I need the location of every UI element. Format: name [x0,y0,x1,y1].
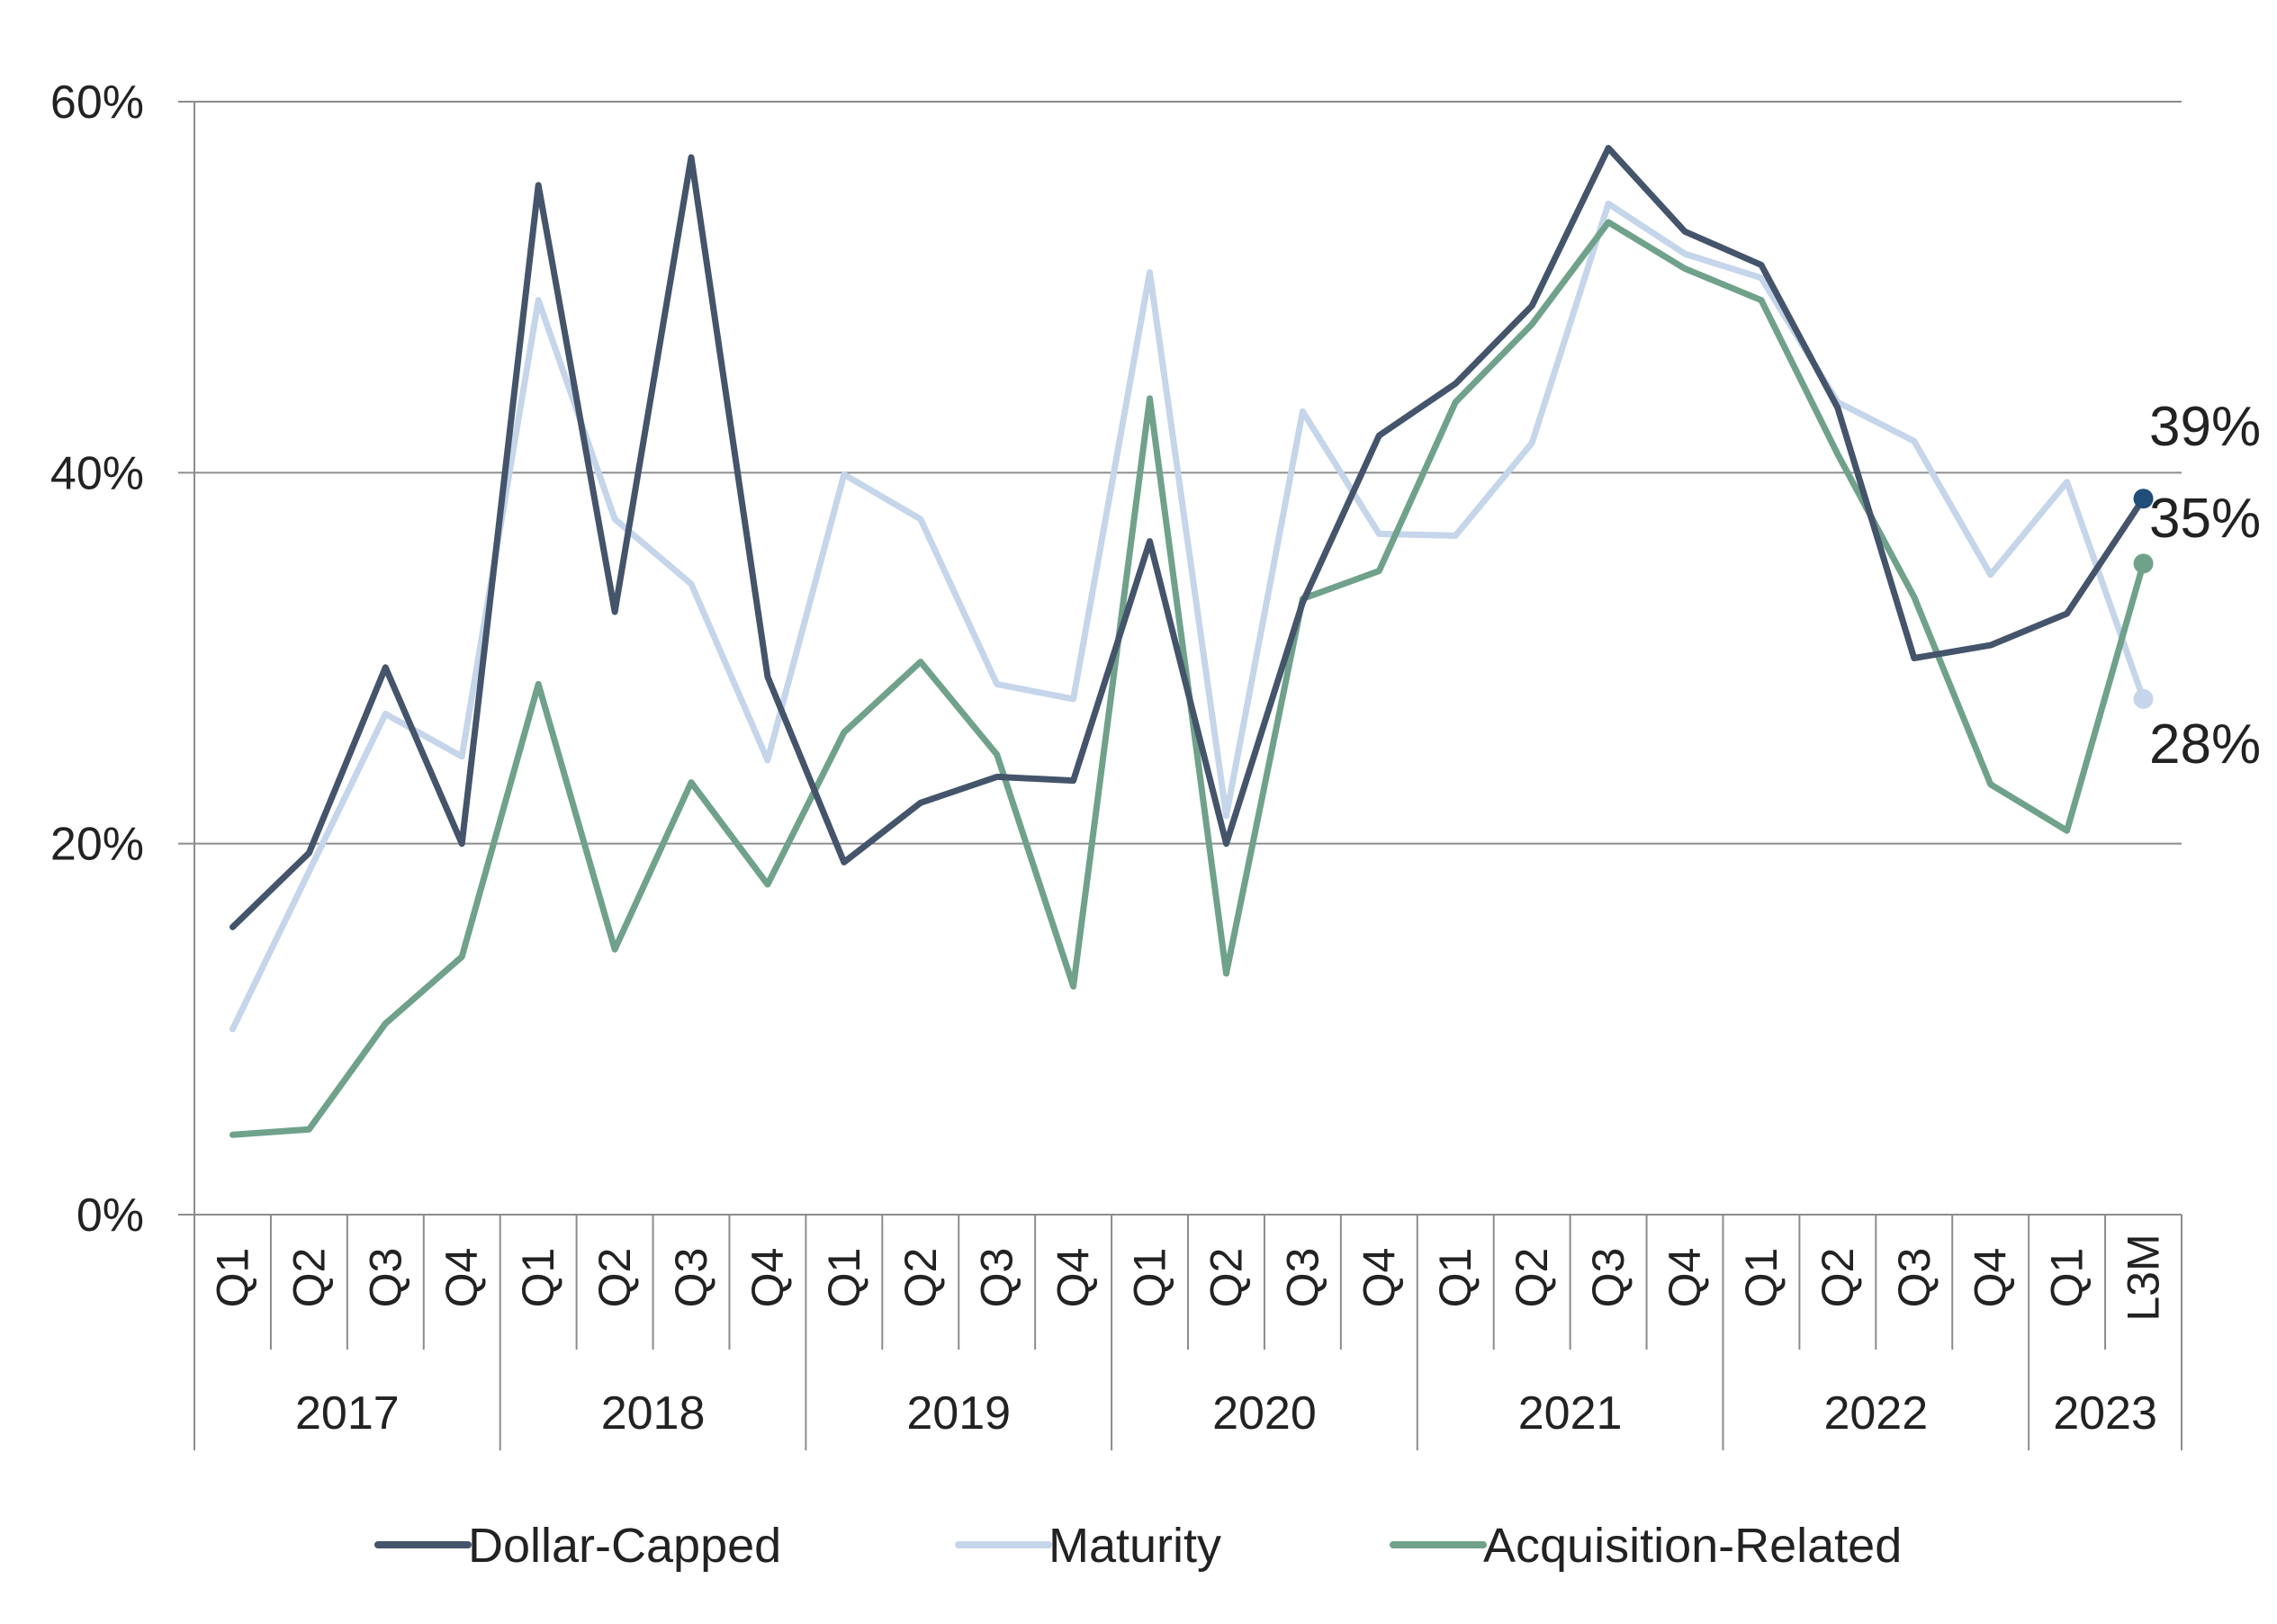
x-tick-label: Q2 [1507,1248,1557,1308]
year-label: 2020 [1212,1387,1317,1440]
year-label: 2023 [2053,1387,2157,1440]
y-tick-label: 0% [76,1189,144,1242]
x-tick-label: Q1 [2042,1248,2092,1308]
end-point-marker [2133,688,2154,709]
series-line-dollar-capped [230,145,2146,930]
x-tick-label: Q3 [972,1248,1022,1308]
legend: Dollar-Capped Maturity Acquisition-Related [374,1519,1902,1573]
series-lines [230,145,2146,1138]
x-tick-label: Q4 [436,1248,487,1308]
x-axis: Q1 Q2 Q3 Q4 Q1 Q2 Q3 Q4 Q1 Q2 Q3 Q4 Q1 Q2 Q3 Q4 Q1 Q2 Q3 Q4… [194,102,2182,1450]
x-tick-label: Q2 [896,1248,946,1308]
end-value-label: 35% [2149,488,2261,550]
y-axis-ticks: 0% 20% 40% 60% [50,76,144,1242]
x-tick-label: Q3 [1889,1248,1940,1308]
x-tick-label: Q3 [1583,1248,1634,1308]
end-value-label: 28% [2149,713,2261,776]
year-label: 2017 [295,1387,400,1440]
x-tick-label: Q1 [1736,1248,1786,1308]
x-tick-label: Q1 [819,1248,869,1308]
x-tick-label: Q2 [1813,1248,1863,1308]
end-point-marker [2133,553,2154,574]
y-tick-label: 60% [50,76,144,129]
x-tick-label: Q3 [1277,1248,1328,1308]
x-tick-label: Q4 [742,1248,793,1308]
end-markers: 39% 28% 35% [2133,396,2261,776]
legend-label: Maturity [1048,1519,1221,1573]
x-tick-label: L3M [2119,1234,2169,1321]
year-label: 2021 [1518,1387,1623,1440]
end-value-label: 39% [2149,396,2261,458]
x-tick-label: Q1 [1125,1248,1175,1308]
x-tick-label: Q1 [513,1248,563,1308]
year-label: 2022 [1823,1387,1928,1440]
year-label: 2018 [601,1387,706,1440]
x-tick-label: Q2 [1201,1248,1251,1308]
legend-label: Dollar-Capped [468,1519,781,1573]
x-tick-label: Q3 [360,1248,410,1308]
x-tick-label: Q4 [1048,1248,1099,1308]
x-tick-label: Q1 [207,1248,257,1308]
x-tick-label: Q2 [284,1248,334,1308]
x-tick-label: Q1 [1430,1248,1480,1308]
y-tick-label: 20% [50,819,144,871]
x-tick-label: Q4 [1966,1248,2016,1308]
x-tick-label: Q2 [590,1248,640,1308]
x-tick-label: Q4 [1354,1248,1404,1308]
y-tick-label: 40% [50,447,144,499]
end-point-marker [2133,489,2154,509]
legend-label: Acquisition-Related [1483,1519,1902,1573]
x-tick-label: Q4 [1660,1248,1710,1308]
x-tick-label: Q3 [666,1248,716,1308]
year-label: 2019 [906,1387,1011,1440]
